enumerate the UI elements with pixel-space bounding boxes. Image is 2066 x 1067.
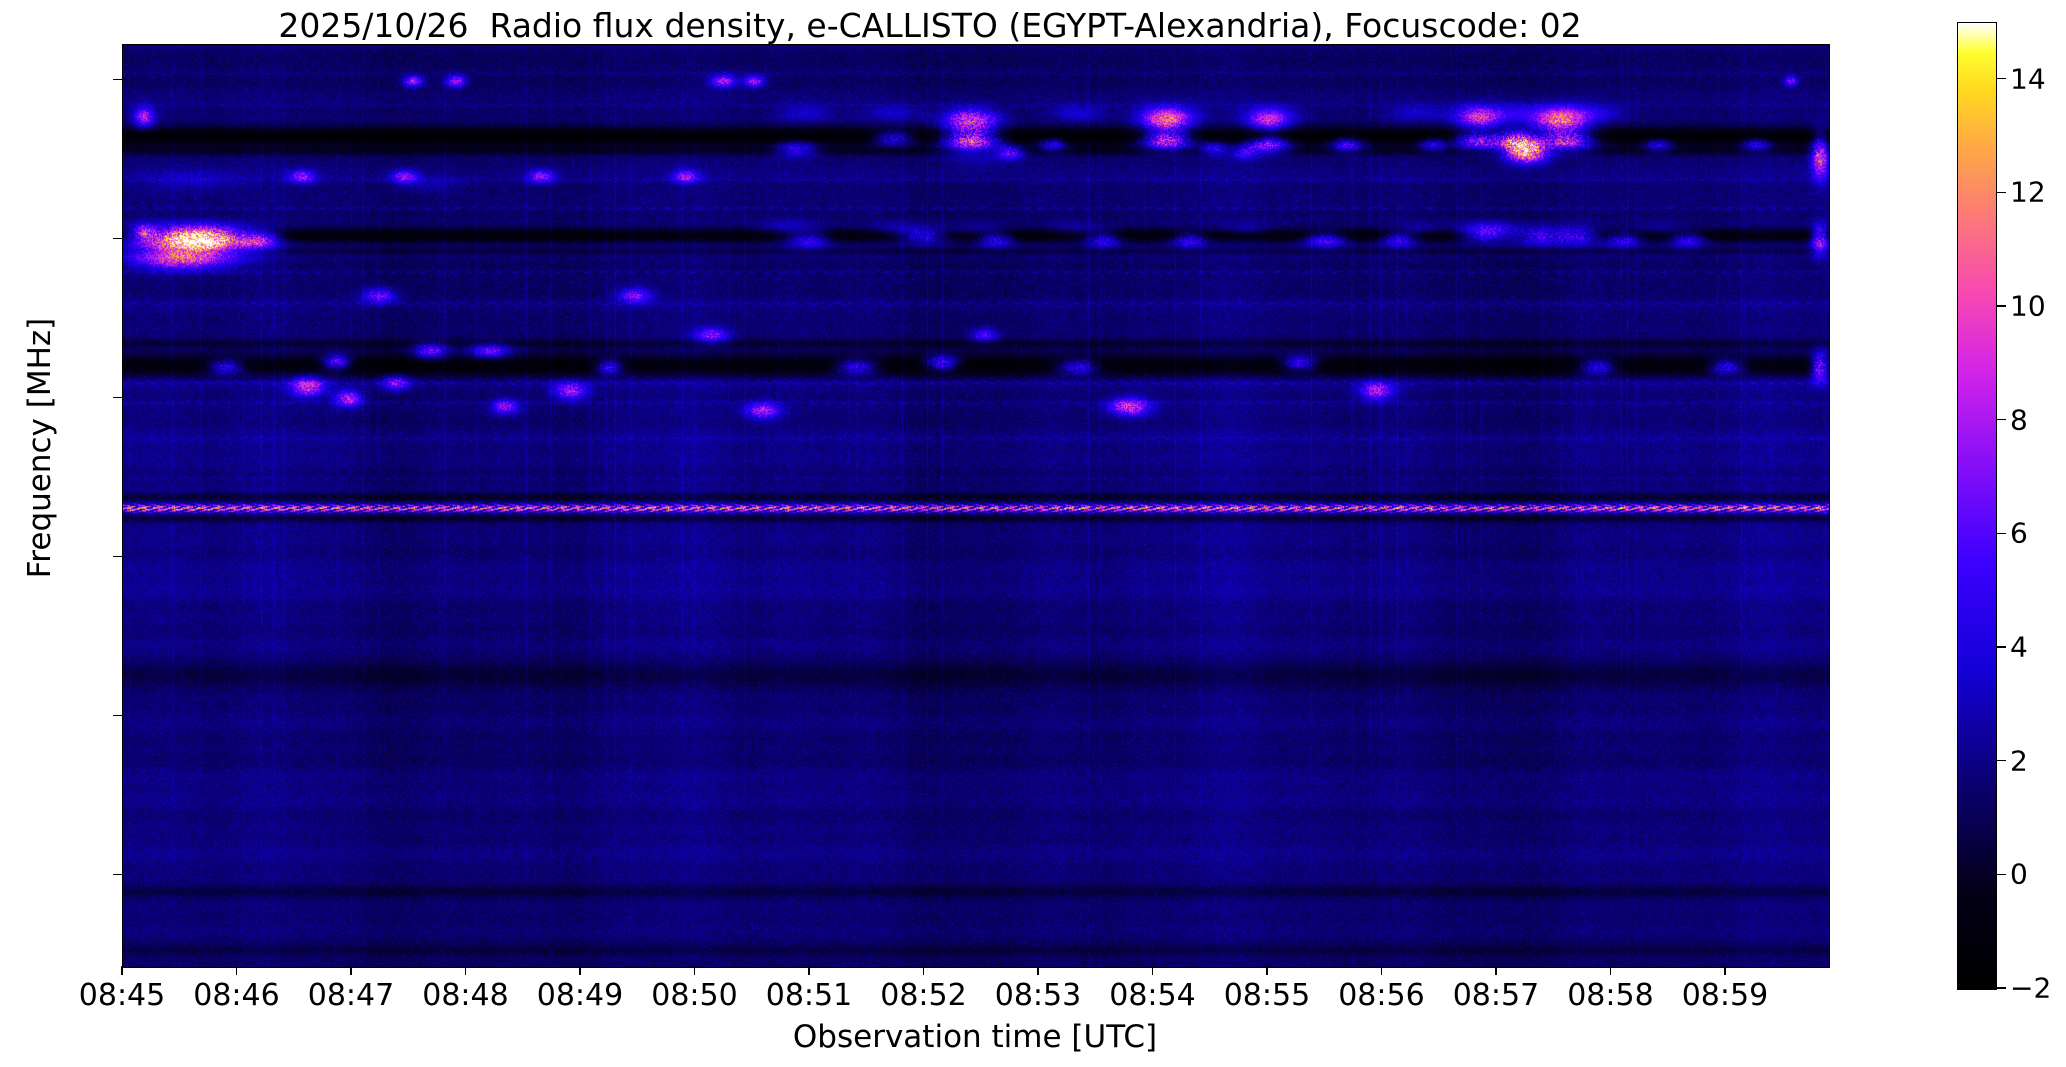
x-tick-label: 08:58 [1567,978,1654,1013]
colorbar-tick-label: 14 [2010,62,2046,96]
y-tick-mark [113,79,122,81]
x-tick-mark [464,966,467,975]
x-tick-label: 08:55 [1223,978,1311,1013]
colorbar-gradient [1958,23,1996,989]
x-tick-label: 08:45 [78,978,166,1013]
x-tick-label: 08:59 [1681,978,1769,1013]
colorbar-tick-label: 8 [2010,403,2028,437]
x-axis-label: Observation time [UTC] [792,1019,1158,1055]
x-tick-mark [1037,966,1039,975]
y-tick-mark [113,556,122,558]
figure-title: 2025/10/26 Radio flux density, e-CALLIST… [278,6,1582,45]
x-tick-label: 08:48 [422,978,509,1013]
colorbar-tick-mark [1997,191,2006,194]
x-tick-mark [579,966,581,975]
x-tick-mark [235,966,238,975]
x-tick-mark [922,966,925,975]
colorbar-tick-label: 4 [2010,630,2028,664]
colorbar-tick-mark [1997,78,2006,80]
colorbar-tick-mark [1997,646,2006,648]
x-tick-label: 08:56 [1338,978,1425,1013]
x-tick-label: 08:57 [1452,978,1540,1013]
x-tick-label: 08:53 [994,978,1082,1013]
colorbar-tick-mark [1997,987,2006,989]
x-tick-mark [808,966,810,975]
colorbar-tick-mark [1997,532,2006,535]
x-tick-mark [350,966,352,975]
colorbar-tick-label: −2 [2010,971,2052,1005]
x-tick-mark [121,966,123,975]
y-tick-mark [113,238,122,240]
x-tick-mark [1151,966,1154,975]
colorbar-tick-label: 10 [2010,289,2046,323]
x-tick-mark [1495,966,1497,975]
spectrogram-axes[interactable] [122,44,1830,968]
x-tick-label: 08:46 [193,978,280,1013]
colorbar-tick-label: 12 [2010,175,2046,209]
y-tick-mark [113,873,122,876]
colorbar-tick-mark [1997,305,2006,307]
colorbar[interactable] [1957,22,1997,990]
spectrogram-image [123,45,1829,967]
colorbar-tick-label: 2 [2010,744,2028,778]
x-tick-label: 08:47 [307,978,395,1013]
x-tick-label: 08:51 [765,978,853,1013]
colorbar-tick-mark [1997,760,2006,762]
colorbar-tick-label: 6 [2010,516,2028,550]
x-tick-mark [1609,966,1612,975]
x-tick-label: 08:54 [1109,978,1196,1013]
y-tick-mark [113,714,122,717]
colorbar-tick-label: 0 [2010,857,2028,891]
colorbar-tick-mark [1997,419,2006,421]
x-tick-mark [693,966,696,975]
y-axis-label: Frequency [MHz] [22,317,58,579]
x-tick-mark [1380,966,1383,975]
x-tick-label: 08:52 [880,978,967,1013]
x-tick-label: 08:50 [651,978,738,1013]
y-tick-mark [113,397,122,399]
x-tick-mark [1266,966,1268,975]
x-tick-mark [1724,966,1726,975]
x-tick-label: 08:49 [536,978,624,1013]
colorbar-tick-mark [1997,873,2006,875]
